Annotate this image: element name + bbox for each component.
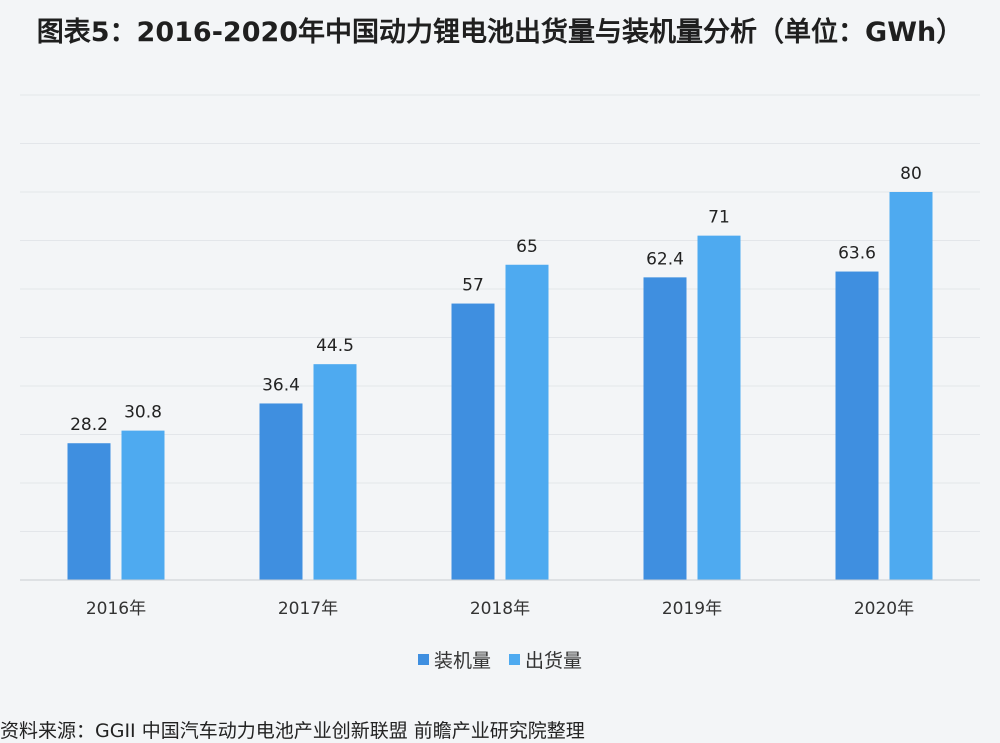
data-label: 57 bbox=[462, 276, 484, 296]
legend-swatch-installed bbox=[417, 654, 429, 665]
data-label: 36.4 bbox=[262, 375, 300, 395]
data-label: 44.5 bbox=[316, 336, 354, 356]
x-tick-label: 2020年 bbox=[854, 599, 914, 619]
bar-shipment-0 bbox=[121, 430, 165, 580]
grid-lines bbox=[20, 94, 980, 532]
x-tick-label: 2019年 bbox=[662, 599, 722, 619]
bar-shipment-2 bbox=[505, 264, 549, 580]
chart-title: 图表5：2016-2020年中国动力锂电池出货量与装机量分析（单位：GWh） bbox=[36, 17, 964, 48]
legend: 装机量 出货量 bbox=[0, 646, 1000, 673]
legend-label-installed: 装机量 bbox=[433, 650, 491, 672]
data-label: 80 bbox=[900, 164, 922, 184]
bar-installed-4 bbox=[835, 271, 879, 580]
x-tick-label: 2016年 bbox=[86, 599, 146, 619]
bar-installed-1 bbox=[259, 403, 303, 580]
legend-item-shipment[interactable]: 出货量 bbox=[509, 646, 582, 673]
data-label: 62.4 bbox=[646, 249, 684, 269]
bar-installed-0 bbox=[67, 443, 111, 580]
data-label: 28.2 bbox=[70, 415, 108, 435]
bars bbox=[67, 192, 933, 580]
data-label: 63.6 bbox=[838, 244, 876, 264]
bar-shipment-1 bbox=[313, 364, 357, 580]
legend-swatch-shipment bbox=[509, 654, 520, 665]
x-tick-label: 2017年 bbox=[278, 599, 338, 619]
legend-item-installed[interactable]: 装机量 bbox=[417, 646, 491, 673]
x-tick-label: 2018年 bbox=[470, 599, 530, 619]
data-label: 65 bbox=[516, 237, 538, 257]
legend-label-shipment: 出货量 bbox=[525, 650, 583, 672]
data-label: 30.8 bbox=[124, 403, 162, 423]
x-axis: 2016年 2017年 2018年 2019年 2020年 bbox=[20, 579, 980, 619]
bar-shipment-4 bbox=[889, 192, 933, 580]
bar-installed-2 bbox=[451, 303, 495, 580]
bar-installed-3 bbox=[643, 277, 687, 580]
source-note: 资料来源：GGII 中国汽车动力电池产业创新联盟 前瞻产业研究院整理 bbox=[0, 720, 585, 742]
data-label: 71 bbox=[708, 208, 730, 228]
bar-shipment-3 bbox=[697, 235, 741, 580]
data-labels: 28.2 30.8 36.4 44.5 57 65 62.4 71 63.6 80 bbox=[70, 164, 922, 435]
